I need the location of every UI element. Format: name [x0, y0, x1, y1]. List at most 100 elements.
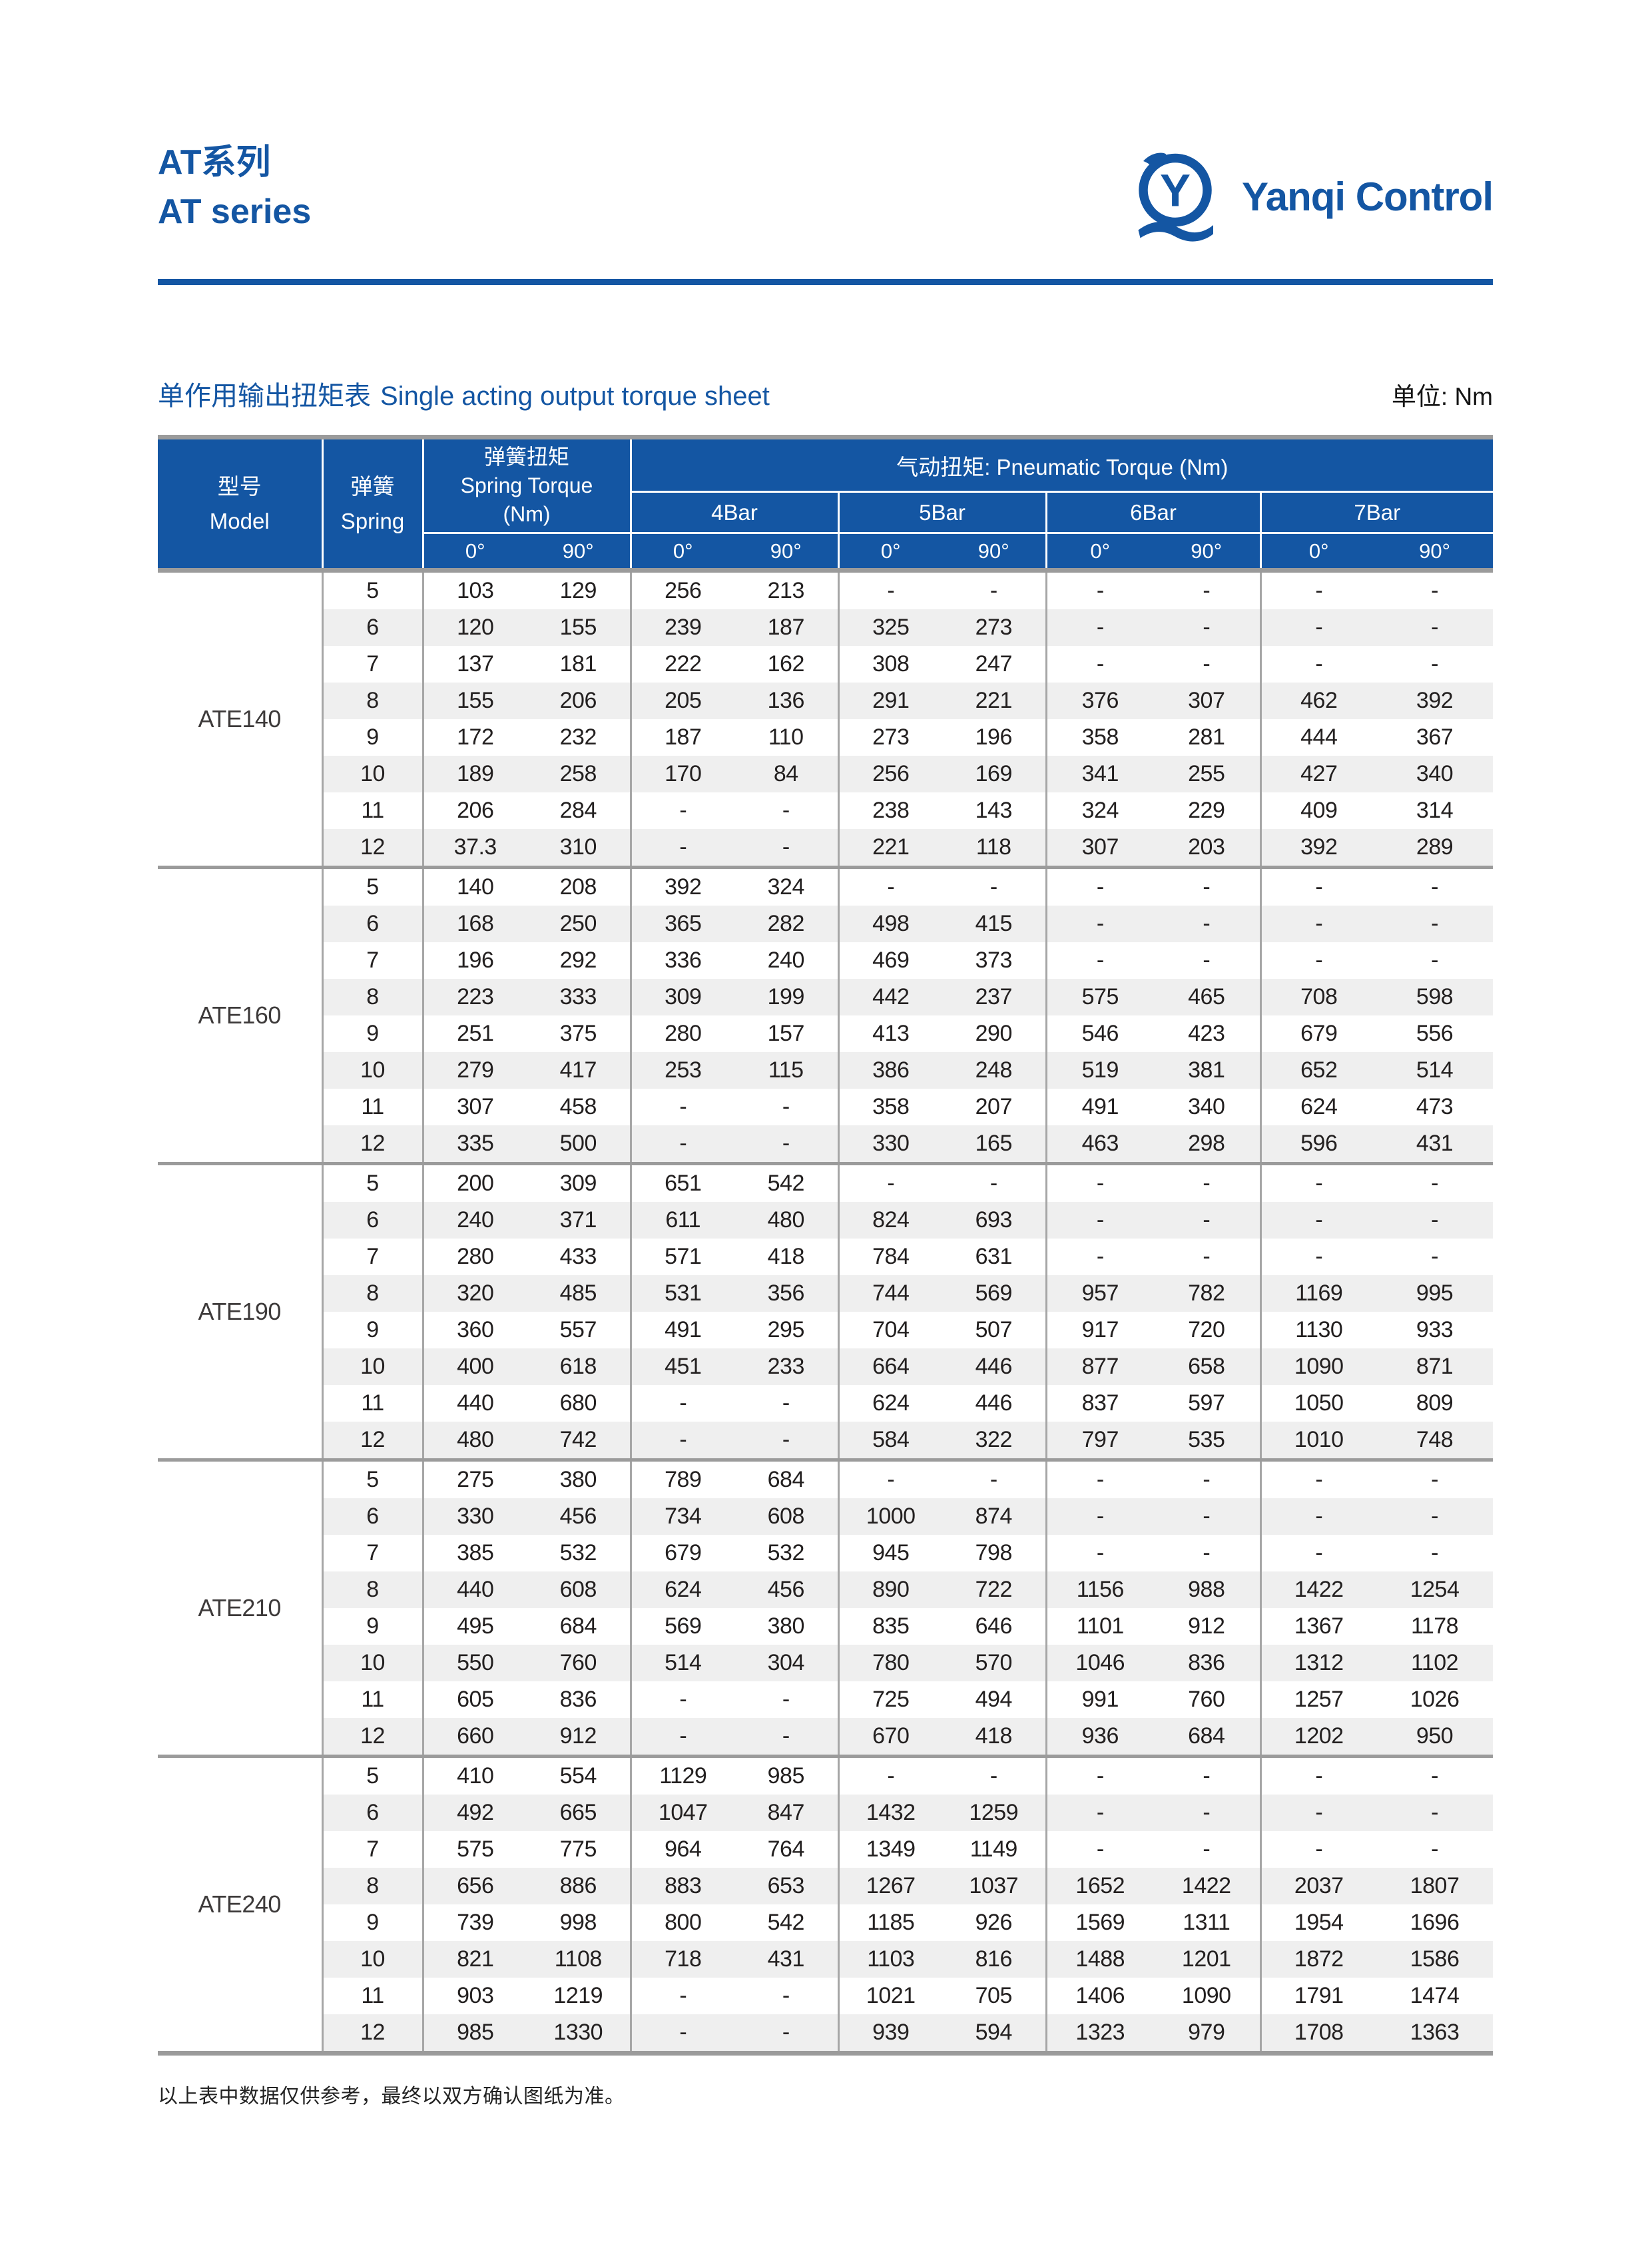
value-cell: 964 — [629, 1831, 734, 1868]
value-cell: 933 — [1416, 1317, 1454, 1342]
value-cell: 258 — [527, 756, 631, 792]
value-cell: 652 — [1259, 1052, 1376, 1089]
table-row: 12 660 912- -670 418 936 684 1202 950 — [158, 1718, 1494, 1757]
spring-cell: 9 — [321, 1904, 423, 1941]
value-cell: 542 — [734, 1162, 838, 1202]
spring-cell: 6 — [321, 1498, 423, 1535]
value-cell: 157 — [767, 1021, 805, 1046]
value-cell: - — [1203, 948, 1211, 973]
series-title: AT系列 AT series — [158, 139, 311, 237]
table-row: ATE210 5 275 380 789 684- - - - - - — [158, 1458, 1494, 1757]
value-cell: 431 — [1376, 1125, 1494, 1164]
value-cell: 748 — [1376, 1422, 1494, 1460]
value-cell: 653 — [734, 1868, 838, 1904]
value-cell: - — [942, 1162, 1046, 1202]
table-row: 11 206 284 - - 238 143 324 229 409 314 — [158, 792, 1493, 829]
value-cell: 1090 — [1181, 1983, 1231, 2008]
value-cell: 1037 — [942, 1868, 1046, 1904]
table-row: 6 492 665 1047 847 1432 1259- - - - — [158, 1795, 1494, 1831]
header-model: 型号 Model — [158, 437, 322, 571]
value-cell: 253 — [629, 1052, 734, 1089]
value-cell: - — [629, 1718, 734, 1757]
value-cell: - — [1376, 1162, 1494, 1202]
value-cell: 380 — [767, 1613, 805, 1639]
brand-logo: Y Yanqi Control — [1123, 145, 1494, 248]
value-cell: - — [782, 798, 790, 823]
table-row: 9 739 998 800 542 1185 926 1569 1311 1954 1696 — [158, 1904, 1493, 1941]
value-cell: 340 — [1376, 756, 1494, 792]
value-cell: - — [629, 1422, 734, 1460]
value-cell: 874 — [942, 1498, 1046, 1535]
value-cell: 836 — [559, 1687, 597, 1712]
value-cell: 280 — [629, 1015, 734, 1052]
model-cell: ATE190 — [158, 1162, 322, 1460]
value-cell: 233 — [734, 1348, 838, 1385]
spring-cell: 7 — [321, 942, 423, 979]
value-cell: 1101 — [1045, 1608, 1153, 1645]
value-cell: - — [1045, 1535, 1153, 1571]
value-cell: 469 — [837, 942, 942, 979]
value-cell: - — [782, 1390, 790, 1416]
spring-cell: 12 — [321, 829, 423, 868]
spring-cell: 5 — [321, 866, 423, 906]
value-cell: 444 — [1259, 719, 1376, 756]
value-cell: 1406 — [1045, 1978, 1153, 2014]
value-cell: 392 — [1376, 683, 1494, 719]
header-deg0: 0° — [1045, 533, 1153, 571]
value-cell: 679 — [629, 1535, 734, 1571]
table-row: 10 821 1108 718 431 1103 816 1488 1201 1872 1586 — [158, 1941, 1494, 1978]
value-cell: 670 — [837, 1718, 942, 1757]
value-cell: 458 — [559, 1094, 597, 1119]
value-cell: 798 — [975, 1540, 1013, 1565]
value-cell: 1367 — [1259, 1608, 1376, 1645]
value-cell: 310 — [527, 829, 631, 868]
value-cell: - — [734, 1718, 838, 1757]
value-cell: - — [734, 2014, 838, 2054]
header-deg90: 90° — [942, 533, 1046, 571]
value-cell: 789 — [629, 1458, 734, 1498]
table-row: 12 335 500- -330 165 463 298 596 431 — [158, 1125, 1494, 1164]
value-cell: 800 — [629, 1904, 734, 1941]
value-cell: 1422 — [1153, 1868, 1260, 1904]
value-cell: 764 — [767, 1836, 805, 1862]
value-cell: - — [1259, 1498, 1376, 1535]
value-cell: 392 — [629, 866, 734, 906]
value-cell: 890 — [837, 1571, 942, 1608]
table-row: 9 251 375 280 157 413 290 546 423 679 556 — [158, 1015, 1493, 1052]
value-cell: 221 — [837, 829, 942, 868]
value-cell: - — [1153, 1202, 1260, 1239]
value-cell: - — [1259, 570, 1376, 609]
header-spring: 弹簧 Spring — [321, 437, 423, 571]
header-deg90: 90° — [734, 533, 838, 571]
value-cell: - — [1203, 1836, 1211, 1862]
value-cell: 423 — [1188, 1021, 1225, 1046]
value-cell: 304 — [734, 1645, 838, 1681]
value-cell: 618 — [527, 1348, 631, 1385]
value-cell: 324 — [734, 866, 838, 906]
model-block-ATE140: ATE140 5 103 129 256 213- - - - - -6 120 155 239 187 32… — [158, 570, 1494, 868]
value-cell: - — [1259, 609, 1376, 646]
value-cell: 491 — [629, 1312, 734, 1348]
value-cell: 720 — [1188, 1317, 1225, 1342]
value-cell: 308 — [837, 646, 942, 683]
value-cell: 203 — [1153, 829, 1260, 868]
brand-header: AT系列 AT series Y Yanqi Control — [158, 0, 1494, 248]
value-cell: - — [1376, 1498, 1494, 1535]
value-cell: - — [629, 1385, 734, 1422]
value-cell: 330 — [421, 1498, 527, 1535]
value-cell: 1259 — [942, 1795, 1046, 1831]
table-row: ATE190 5 200 309 651 542- - - - - - — [158, 1162, 1494, 1460]
table-row: 7 385 532 679 532 945 798 - - - - — [158, 1535, 1493, 1571]
value-cell: 380 — [527, 1458, 631, 1498]
value-cell: 480 — [421, 1422, 527, 1460]
value-cell: 381 — [1153, 1052, 1260, 1089]
svg-text:Y: Y — [1160, 165, 1191, 216]
value-cell: 532 — [559, 1540, 597, 1565]
value-cell: - — [1431, 948, 1438, 973]
value-cell: 307 — [1045, 829, 1153, 868]
value-cell: 136 — [734, 683, 838, 719]
value-cell: 734 — [629, 1498, 734, 1535]
sheet-title-row: 单作用输出扭矩表 Single acting output torque shee… — [158, 374, 1493, 413]
header-5bar: 5Bar — [837, 491, 1046, 534]
value-cell: - — [1045, 1202, 1153, 1239]
